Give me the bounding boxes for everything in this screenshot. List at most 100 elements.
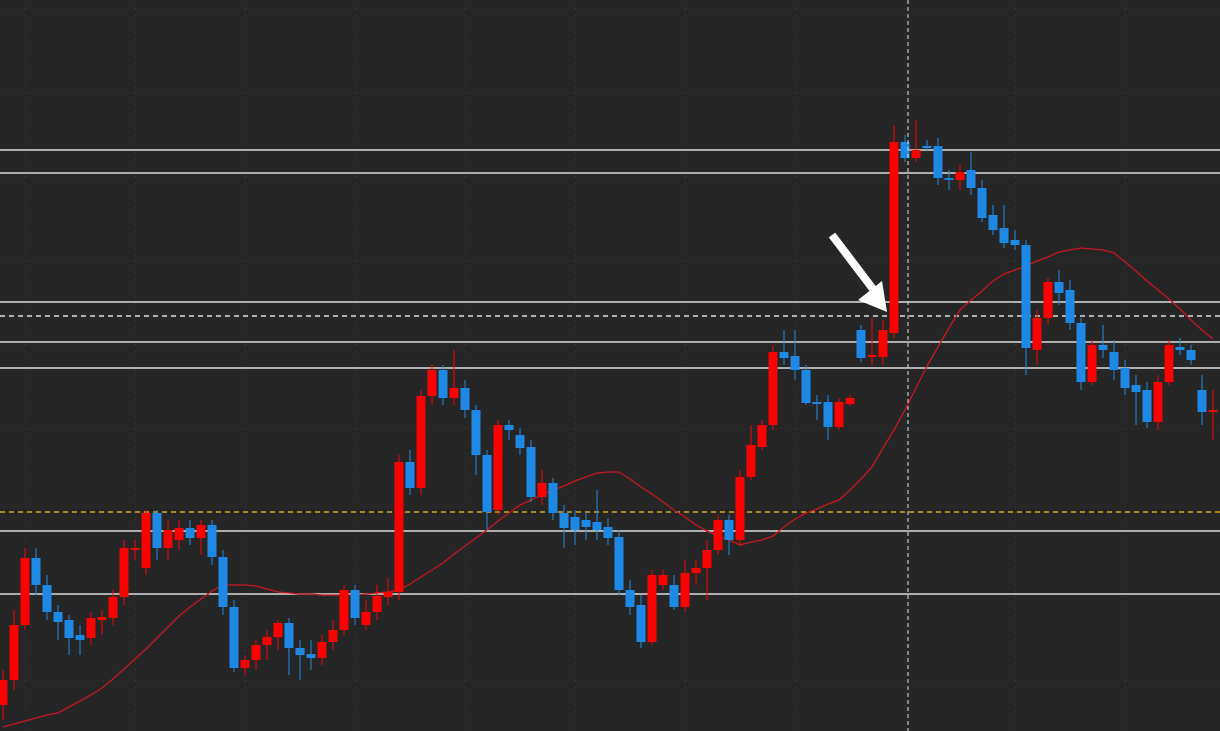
candle-body [130,548,140,550]
candle-body [757,425,767,447]
candle-body [680,573,690,607]
candle-body [174,528,184,540]
candle-body [394,462,404,592]
candles [0,120,1218,720]
candle-body [768,352,778,425]
candle-body [900,142,910,158]
candle-body [31,558,41,585]
candle-body [9,625,19,680]
candle-body [735,477,745,540]
candle-body [482,455,492,512]
candle-body [1175,347,1185,350]
candle-body [372,596,382,612]
candle-body [1076,323,1086,382]
candle-body [988,215,998,230]
candle-body [779,352,789,358]
candle-body [856,330,866,358]
candle-body [1142,390,1152,422]
candle-body [141,513,151,568]
candle-body [526,447,536,497]
arrow [828,232,887,312]
candle-body [350,590,360,618]
candle-body [284,623,294,648]
candle-body [1208,410,1218,412]
candle-body [691,568,701,573]
candle-body [196,525,206,538]
candle-body [647,575,657,642]
candle-body [0,680,8,705]
candle-body [1032,318,1042,350]
candle-body [152,513,162,548]
candle-body [878,330,888,357]
candle-body [933,146,943,178]
candle-body [669,585,679,607]
candle-body [218,557,228,607]
candle-body [1054,282,1064,293]
candle-body [163,530,173,548]
candle-body [53,612,63,622]
candle-body [416,396,426,488]
candle-body [977,188,987,218]
candle-body [889,142,899,333]
candle-body [1087,345,1097,382]
candle-body [306,654,316,658]
candle-body [625,590,635,607]
candle-body [592,522,602,530]
candle-body [548,483,558,513]
candle-body [801,370,811,403]
candle-body [317,642,327,658]
candle-body [273,623,283,637]
candle-body [999,228,1009,243]
candle-body [1153,382,1163,422]
candle-body [1021,245,1031,348]
candle-body [438,370,448,398]
candle-body [570,517,580,530]
candle-body [97,617,107,620]
candle-body [1131,385,1141,392]
candle-body [746,445,756,477]
candle-body [75,635,85,640]
candle-body [834,402,844,427]
candle-body [812,402,822,404]
candle-body [713,520,723,550]
ma-line [2,247,1214,728]
candle-body [537,483,547,497]
candle-body [1098,345,1108,350]
candle-body [823,402,833,427]
candle-body [119,548,129,597]
candle-body [1164,345,1174,382]
candle-body [559,513,569,528]
candle-body [295,648,305,655]
candle-body [339,590,349,630]
candle-body [20,558,30,625]
candle-body [867,355,877,357]
candle-body [581,520,591,527]
candle-body [471,410,481,455]
candle-body [944,178,954,180]
candle-body [405,462,415,488]
candle-body [383,592,393,597]
candle-body [702,550,712,568]
candle-body [1010,240,1020,245]
candle-body [845,398,855,404]
candle-body [790,356,800,370]
candle-body [515,435,525,448]
candle-body [1043,282,1053,318]
candle-body [614,537,624,590]
candle-body [911,150,921,158]
candle-body [636,605,646,642]
candle-body [64,620,74,638]
candle-body [262,637,272,645]
candle-body [185,528,195,538]
candle-body [603,527,613,538]
candle-body [427,370,437,396]
candle-body [328,630,338,642]
candle-body [42,585,52,612]
candle-body [86,618,96,638]
candle-body [207,525,217,557]
candle-body [955,172,965,180]
candle-body [449,388,459,398]
